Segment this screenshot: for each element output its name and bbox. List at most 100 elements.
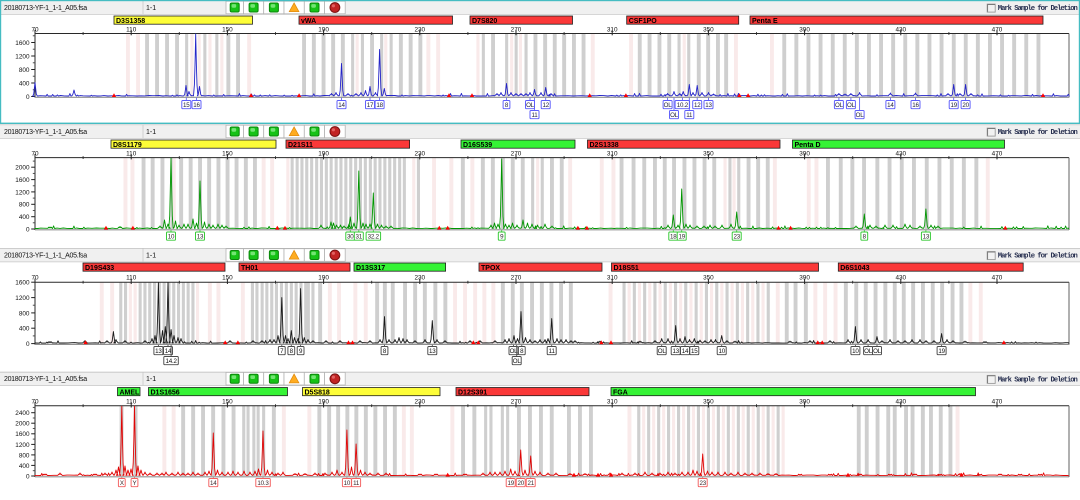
svg-text:OL: OL (510, 348, 519, 355)
svg-text:Mark Sample for Deletion: Mark Sample for Deletion (998, 253, 1078, 261)
svg-text:1200: 1200 (15, 442, 30, 449)
svg-text:FGA: FGA (613, 390, 628, 397)
svg-text:1200: 1200 (15, 53, 30, 60)
svg-text:11: 11 (353, 480, 360, 487)
svg-text:31: 31 (356, 233, 363, 240)
svg-text:230: 230 (414, 399, 425, 406)
svg-text:21: 21 (527, 480, 534, 487)
svg-text:10: 10 (852, 348, 859, 355)
svg-text:20180713-YF-1_1-1_A05.fsa: 20180713-YF-1_1-1_A05.fsa (4, 129, 87, 136)
svg-text:230: 230 (414, 275, 425, 282)
svg-text:D21S11: D21S11 (288, 142, 313, 149)
svg-text:8: 8 (383, 348, 387, 355)
svg-text:AMEL: AMEL (120, 390, 141, 397)
svg-text:9: 9 (299, 348, 303, 355)
svg-text:23: 23 (733, 233, 740, 240)
svg-text:16: 16 (193, 102, 200, 109)
svg-text:14: 14 (887, 102, 894, 109)
svg-text:110: 110 (126, 399, 137, 406)
svg-text:430: 430 (895, 399, 906, 406)
svg-text:X: X (120, 480, 124, 487)
svg-text:D8S1179: D8S1179 (113, 142, 142, 149)
svg-text:150: 150 (222, 399, 233, 406)
svg-text:190: 190 (318, 275, 329, 282)
svg-text:10.2: 10.2 (677, 102, 689, 109)
svg-text:13: 13 (155, 348, 162, 355)
svg-text:8: 8 (290, 348, 294, 355)
svg-text:D19S433: D19S433 (85, 265, 114, 272)
svg-text:OL: OL (864, 348, 873, 355)
svg-text:400: 400 (19, 80, 30, 87)
svg-text:D18S51: D18S51 (614, 265, 639, 272)
svg-text:14.2: 14.2 (165, 358, 177, 365)
svg-text:390: 390 (799, 275, 810, 282)
svg-text:13: 13 (197, 233, 204, 240)
svg-text:1600: 1600 (15, 431, 30, 438)
svg-text:15: 15 (691, 348, 698, 355)
svg-text:1600: 1600 (15, 177, 30, 184)
svg-text:D5S818: D5S818 (305, 390, 330, 397)
svg-text:TH01: TH01 (241, 265, 258, 272)
svg-text:20180713-YF-1_1-1_A05.fsa: 20180713-YF-1_1-1_A05.fsa (4, 376, 87, 383)
svg-text:D2S1338: D2S1338 (590, 142, 619, 149)
svg-text:400: 400 (19, 463, 30, 470)
svg-text:Penta E: Penta E (752, 18, 778, 25)
svg-text:13: 13 (672, 348, 679, 355)
svg-text:vWA: vWA (301, 18, 316, 25)
svg-text:1200: 1200 (15, 189, 30, 196)
svg-text:350: 350 (703, 275, 714, 282)
svg-text:270: 270 (511, 399, 522, 406)
svg-text:23: 23 (699, 480, 706, 487)
svg-text:1-1: 1-1 (146, 252, 156, 259)
svg-text:D13S317: D13S317 (356, 265, 385, 272)
svg-text:8: 8 (505, 102, 509, 109)
svg-text:190: 190 (318, 399, 329, 406)
svg-text:OL: OL (658, 348, 667, 355)
svg-text:70: 70 (31, 399, 39, 406)
svg-text:400: 400 (19, 214, 30, 221)
svg-text:OL: OL (513, 358, 522, 365)
svg-text:13: 13 (429, 348, 436, 355)
svg-text:800: 800 (19, 67, 30, 74)
svg-text:10.3: 10.3 (257, 480, 269, 487)
svg-text:19: 19 (507, 480, 514, 487)
svg-text:20180713-YF-1_1-1_A05.fsa: 20180713-YF-1_1-1_A05.fsa (4, 5, 87, 12)
svg-text:70: 70 (31, 275, 39, 282)
svg-text:Mark Sample for Deletion: Mark Sample for Deletion (998, 129, 1078, 137)
svg-text:800: 800 (19, 452, 30, 459)
svg-text:2000: 2000 (15, 165, 30, 172)
svg-text:13: 13 (923, 233, 930, 240)
svg-text:7: 7 (280, 348, 284, 355)
svg-text:OL: OL (526, 102, 535, 109)
svg-text:800: 800 (19, 310, 30, 317)
svg-text:14: 14 (165, 348, 172, 355)
svg-text:OL: OL (856, 112, 865, 119)
svg-text:12: 12 (542, 102, 549, 109)
svg-text:8: 8 (520, 348, 524, 355)
svg-text:OL: OL (847, 102, 856, 109)
svg-text:OL: OL (670, 112, 679, 119)
svg-text:20: 20 (517, 480, 524, 487)
svg-text:Y: Y (133, 480, 137, 487)
svg-text:14: 14 (338, 102, 345, 109)
svg-text:D16S539: D16S539 (463, 142, 492, 149)
svg-text:D7S820: D7S820 (472, 18, 497, 25)
svg-text:D1S1656: D1S1656 (151, 390, 180, 397)
svg-text:32.2: 32.2 (368, 233, 380, 240)
svg-text:11: 11 (549, 348, 556, 355)
svg-text:110: 110 (126, 275, 137, 282)
svg-text:19: 19 (938, 348, 945, 355)
svg-text:8: 8 (863, 233, 867, 240)
svg-text:1-1: 1-1 (146, 129, 156, 136)
svg-text:10: 10 (718, 348, 725, 355)
svg-text:470: 470 (992, 275, 1003, 282)
svg-text:Mark Sample for Deletion: Mark Sample for Deletion (998, 5, 1078, 13)
svg-text:1200: 1200 (15, 295, 30, 302)
svg-text:310: 310 (607, 275, 618, 282)
svg-text:1-1: 1-1 (146, 5, 156, 12)
svg-text:30: 30 (347, 233, 354, 240)
svg-text:14: 14 (210, 480, 217, 487)
svg-text:350: 350 (703, 399, 714, 406)
svg-text:1600: 1600 (15, 40, 30, 47)
svg-text:11: 11 (531, 112, 538, 119)
